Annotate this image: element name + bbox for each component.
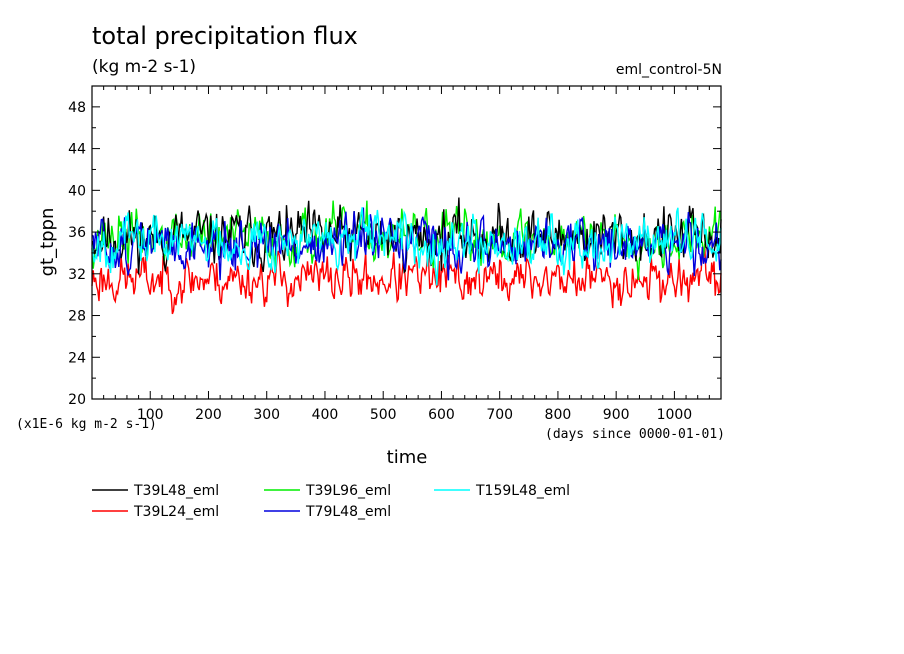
y-scale-note: (x1E-6 kg m-2 s-1) [16, 417, 157, 432]
y-tick-label: 36 [68, 225, 86, 241]
series-line-T159L48_eml [91, 207, 722, 286]
x-tick-label: 200 [195, 407, 222, 423]
x-tick-label: 500 [370, 407, 397, 423]
x-tick-label: 800 [545, 407, 572, 423]
x-unit-note: (days since 0000-01-01) [545, 427, 725, 442]
legend-label-T39L24_eml: T39L24_eml [133, 504, 219, 520]
series-line-T39L48_eml [91, 197, 722, 275]
series-line-T39L24_eml [91, 243, 722, 315]
y-tick-label: 48 [68, 100, 86, 116]
legend-label-T79L48_eml: T79L48_eml [305, 504, 391, 520]
x-tick-label: 100 [137, 407, 164, 423]
y-tick-label: 44 [68, 142, 86, 158]
legend-label-T39L48_eml: T39L48_eml [133, 483, 219, 499]
y-tick-label: 24 [68, 350, 86, 366]
tick-layer: 20 24 28 32 36 40 44 48 100 200 300 400 500 600 700 800… [68, 85, 722, 423]
run-label: eml_control-5N [615, 62, 722, 78]
y-axis-label: gt_tppn [37, 208, 58, 277]
chart-units: (kg m-2 s-1) [92, 57, 197, 77]
x-tick-label: 900 [603, 407, 630, 423]
legend-label-T159L48_eml: T159L48_eml [475, 483, 570, 499]
y-tick-label: 40 [68, 183, 86, 199]
y-tick-label: 28 [68, 309, 86, 325]
legend: T39L48_eml T39L24_eml T39L96_eml T79L48_eml… [92, 483, 570, 520]
y-tick-label: 20 [68, 392, 86, 408]
x-tick-label: 400 [312, 407, 339, 423]
legend-label-T39L96_eml: T39L96_eml [305, 483, 391, 499]
y-tick-label: 32 [68, 267, 86, 283]
x-tick-label: 600 [428, 407, 455, 423]
chart-title: total precipitation flux [92, 22, 358, 50]
x-tick-label: 700 [486, 407, 513, 423]
x-tick-label: 1000 [657, 407, 693, 423]
x-axis-label: time [387, 447, 428, 468]
x-tick-label: 300 [253, 407, 280, 423]
series-layer [91, 197, 722, 315]
